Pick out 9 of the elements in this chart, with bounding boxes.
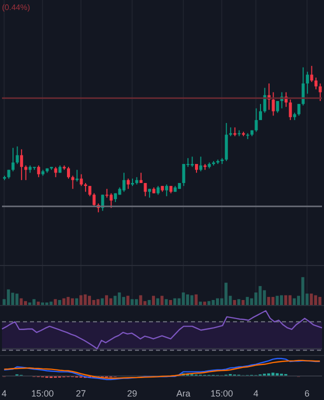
x-tick-label: 6 [304,388,310,398]
x-tick-label: 4 [253,388,258,398]
x-tick-label: 29 [127,388,138,398]
x-tick-label: 15:00 [31,388,54,398]
x-tick-label: 15:00 [210,388,233,398]
text: (0.44%) [2,3,30,12]
x-tick-label: Ara [176,388,190,398]
x-tick-label: 27 [76,388,86,398]
x-tick-label: 4 [2,388,7,398]
